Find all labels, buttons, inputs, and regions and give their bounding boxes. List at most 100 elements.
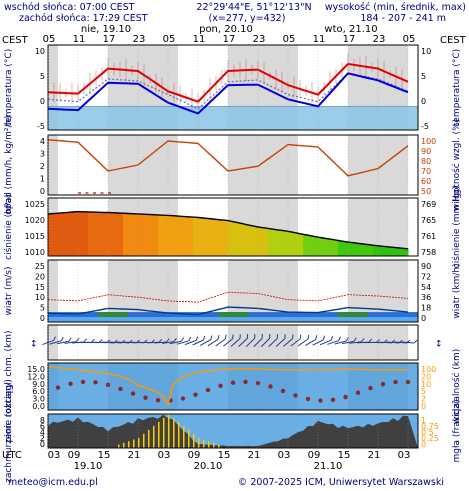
wind-barb-feather: [361, 338, 365, 343]
wind-barb-feather: [239, 334, 241, 339]
pressure-bar: [223, 220, 229, 256]
pressure-bar: [208, 218, 214, 256]
wind-barb-shaft: [327, 340, 339, 345]
wind-barb-shaft: [109, 341, 122, 344]
wind-green-fill: [98, 312, 128, 318]
wind-barb-shaft: [275, 338, 286, 347]
fog-bar: [198, 437, 200, 448]
wind-barb-icon: [64, 337, 80, 344]
fog-bar: [153, 425, 155, 448]
pressure-bar: [293, 232, 299, 256]
wind-barb-shaft: [101, 341, 115, 344]
fog-bar: [193, 433, 195, 448]
left-axis-title: pion. rozciągł. chm. (km): [4, 331, 14, 443]
tick-label: 100: [421, 365, 436, 374]
cloud-base-dot: [318, 398, 323, 403]
compass-left-icon: ↕: [30, 340, 38, 350]
footer-copyright: © 2007-2025 ICM, Uniwersytet Warszawski: [238, 477, 444, 488]
night-band: [228, 325, 298, 360]
cloud-base-dot: [343, 394, 348, 400]
tick-label: 36: [421, 293, 431, 302]
night-band: [108, 260, 178, 322]
wind-barb-shaft: [283, 338, 293, 347]
wind-barb-icon: [49, 336, 64, 345]
pressure-bar: [103, 212, 109, 256]
wind-barb-icon: [177, 336, 192, 345]
pressure-bar: [138, 213, 144, 256]
pressure-bar: [108, 212, 114, 256]
pressure-bar: [88, 211, 94, 256]
tick-label: 3: [40, 150, 45, 159]
bottom-hour-label: 03: [398, 450, 411, 461]
top-day-label: nie, 19.10: [81, 24, 131, 35]
panel-border: [47, 362, 419, 411]
wind-barb-shaft: [184, 339, 197, 346]
wind-barb-shaft: [379, 341, 392, 344]
pressure-bar: [178, 216, 184, 256]
cloud-base-dot: [268, 384, 273, 389]
panel-border: [47, 324, 419, 361]
wind-barb-shaft: [334, 340, 347, 345]
cloud-base-dot: [205, 387, 211, 393]
night-band: [228, 363, 298, 410]
tick-label: 0: [421, 440, 426, 449]
pressure-bar: [123, 213, 129, 256]
left-axis-title: ciśnienie (hPa): [3, 194, 14, 260]
fog-bar: [213, 442, 215, 448]
wind-barb-feather: [338, 336, 342, 341]
fog-bar: [173, 417, 175, 448]
wind-barb-feather: [68, 337, 72, 342]
wind-barb-shaft: [253, 337, 263, 348]
wind-barb-icon: [207, 335, 220, 347]
tick-label: 0.75: [421, 422, 439, 431]
wind-barb-icon: [305, 335, 318, 347]
wind-barb-shaft: [312, 339, 324, 346]
pressure-bar: [273, 229, 279, 256]
wind-barb-feather: [195, 336, 199, 341]
cloud-base-dot: [230, 380, 236, 385]
wind-barb-shaft: [342, 340, 354, 345]
bottom-hour-label: 15: [98, 450, 111, 461]
fog-bar: [133, 439, 135, 448]
tick-label: 0: [40, 440, 45, 449]
cloud-base-dot: [155, 397, 161, 403]
tick-label: 1: [421, 416, 426, 425]
pressure-bar: [338, 240, 344, 256]
bottom-hour-label: 09: [188, 450, 201, 461]
cloud-base-dot: [55, 385, 61, 390]
pressure-bar: [393, 247, 399, 256]
bottom-hour-label: 15: [338, 450, 351, 461]
tick-label: 5: [40, 72, 45, 81]
footer-email[interactable]: meteo@icm.edu.pl: [8, 477, 98, 488]
wind-green-fill: [218, 312, 248, 318]
pressure-bar: [263, 227, 269, 256]
tick-label: 0: [40, 97, 45, 106]
below-zero-fill: [48, 106, 418, 130]
pressure-bar: [308, 235, 314, 256]
wind-barb-icon: [327, 336, 342, 345]
pressure-bar: [298, 233, 304, 256]
pressure-bar: [268, 228, 274, 256]
pressure-bar: [363, 243, 369, 256]
top-hour-label: 05: [163, 34, 176, 45]
wind-barb-feather: [246, 334, 249, 339]
pressure-bar: [78, 211, 84, 256]
tick-label: 4: [40, 428, 45, 437]
bottom-day-label: 20.10: [194, 461, 223, 472]
night-band: [48, 363, 58, 410]
pressure-bar: [213, 219, 219, 256]
pressure-bar: [238, 222, 244, 256]
wind-barb-shaft: [169, 340, 182, 345]
wind-barb-icon: [253, 334, 263, 348]
night-band: [108, 135, 178, 195]
tick-label: 1010: [25, 248, 45, 257]
pressure-bar: [258, 227, 264, 256]
compass-right-icon: ↕: [435, 340, 443, 350]
pressure-bar: [193, 217, 199, 256]
wind-barb-feather: [413, 339, 418, 344]
left-axis-title: opad (mm/h, kg/m²/h): [4, 115, 14, 214]
pressure-bar: [388, 246, 394, 256]
tick-label: 8: [40, 416, 45, 425]
wind-barb-feather: [53, 336, 56, 341]
top-hour-label: 17: [103, 34, 116, 45]
